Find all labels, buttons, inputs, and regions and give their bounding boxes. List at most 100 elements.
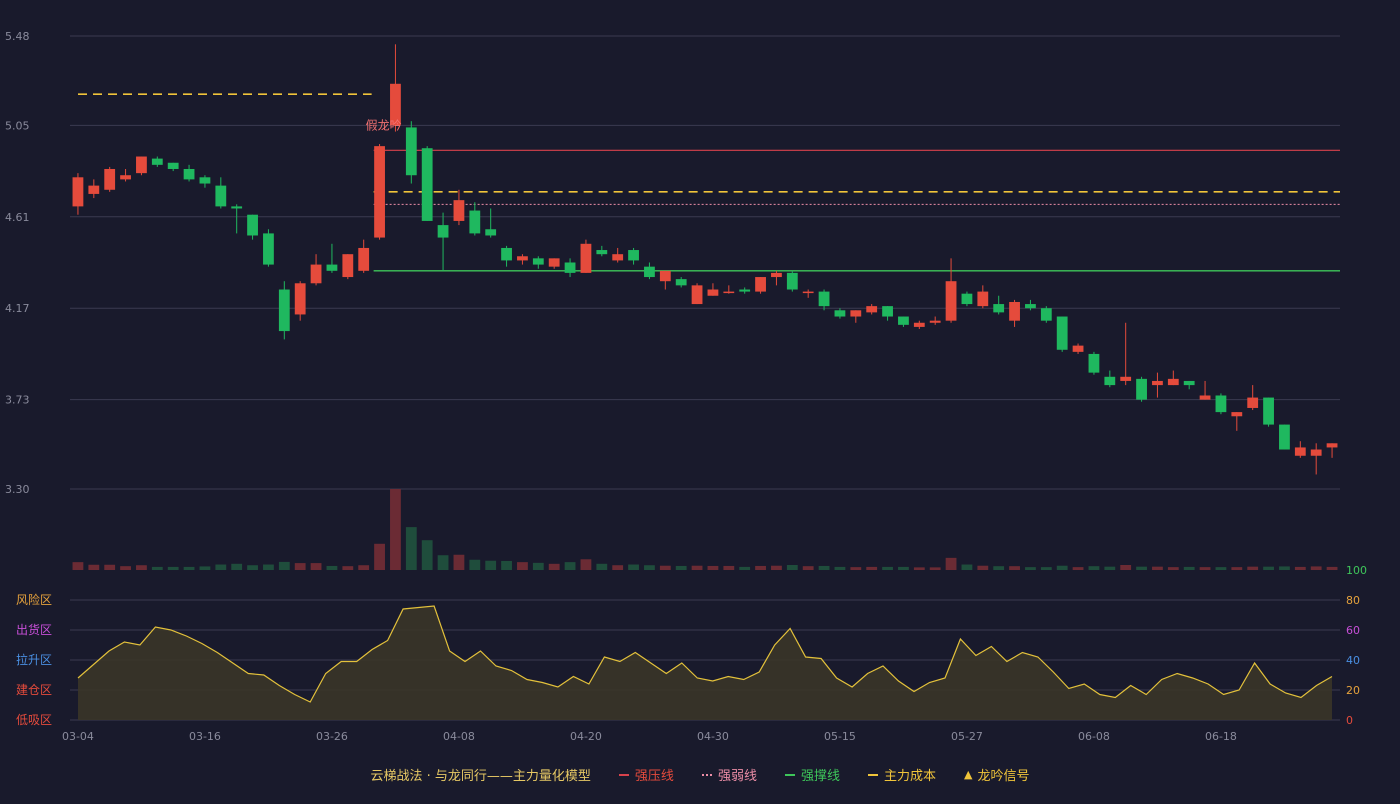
candle-body bbox=[358, 247, 370, 271]
legend-label-signal: 龙吟信号 bbox=[977, 769, 1030, 784]
volume-bar bbox=[1215, 567, 1227, 570]
candle-body bbox=[453, 200, 465, 221]
candle-body bbox=[342, 254, 354, 278]
candle-body bbox=[818, 291, 830, 307]
candle-body bbox=[278, 289, 290, 332]
volume-bar bbox=[866, 566, 878, 570]
volume-bar bbox=[882, 566, 893, 570]
candle-body bbox=[167, 162, 179, 169]
legend-item-weak[interactable]: 强弱线 bbox=[701, 765, 757, 784]
date-tick-label: 06-18 bbox=[1205, 730, 1237, 743]
volume-bar bbox=[818, 565, 830, 570]
volume-bar bbox=[786, 564, 798, 570]
candle-body bbox=[326, 264, 338, 271]
candle-body bbox=[374, 146, 385, 238]
legend-swatch-cost bbox=[867, 773, 878, 776]
volume-bar bbox=[88, 564, 100, 570]
candle-body bbox=[294, 283, 306, 315]
legend-label-cost: 主力成本 bbox=[883, 769, 936, 784]
candle-body bbox=[517, 256, 528, 261]
candle-body bbox=[866, 306, 878, 313]
candle-body bbox=[88, 185, 100, 194]
grid-layer bbox=[70, 35, 1340, 721]
volume-bar bbox=[1294, 566, 1306, 570]
volume-bar bbox=[771, 565, 782, 570]
candle-body bbox=[1247, 397, 1259, 408]
triangle-icon: ▲ bbox=[963, 768, 973, 781]
legend-title: 云梯战法 · 与龙同行——主力量化模型 bbox=[370, 769, 591, 784]
candle-body bbox=[850, 310, 862, 317]
volume-bar bbox=[469, 559, 481, 570]
osc-tick-label: 80 bbox=[1346, 594, 1360, 607]
osc-tick-label: 0 bbox=[1346, 714, 1353, 727]
volume-bar bbox=[1072, 567, 1084, 570]
volume-bar bbox=[1231, 567, 1243, 570]
volume-bar bbox=[580, 559, 592, 570]
candle-body bbox=[1120, 376, 1132, 381]
legend-item-support[interactable]: 强撑线 bbox=[784, 765, 840, 784]
date-tick-label: 05-27 bbox=[951, 730, 983, 743]
candle-body bbox=[1040, 308, 1052, 321]
date-tick-label: 03-04 bbox=[62, 730, 94, 743]
candle-body bbox=[659, 270, 671, 282]
price-tick-label: 5.48 bbox=[5, 30, 30, 43]
volume-bar bbox=[993, 566, 1005, 570]
volume-bar bbox=[167, 566, 179, 570]
volume-bar bbox=[263, 564, 274, 570]
volume-bar bbox=[628, 564, 639, 570]
candle-body bbox=[247, 214, 258, 236]
volume-bar bbox=[961, 564, 973, 570]
candle-body bbox=[1167, 378, 1179, 386]
volume-bar bbox=[1326, 566, 1338, 570]
volume-bar bbox=[1025, 567, 1036, 570]
volume-bar bbox=[358, 565, 370, 570]
volume-bar bbox=[1167, 567, 1179, 570]
candle-body bbox=[596, 250, 608, 255]
volume-bar bbox=[659, 565, 671, 570]
candle-body bbox=[1025, 304, 1036, 309]
candle-body bbox=[612, 254, 624, 261]
volume-bar bbox=[405, 527, 417, 570]
volume-bar bbox=[612, 565, 624, 570]
oscillator-area bbox=[78, 606, 1332, 720]
candle-body bbox=[548, 258, 560, 267]
date-tick-label: 03-26 bbox=[316, 730, 348, 743]
volume-bar bbox=[739, 566, 751, 570]
legend: 云梯战法 · 与龙同行——主力量化模型 强压线 强弱线 强撑线 主力成本 ▲ 龙… bbox=[0, 765, 1400, 784]
volume-bar bbox=[294, 563, 306, 570]
volume-bar bbox=[1120, 564, 1132, 570]
candle-body bbox=[1072, 345, 1084, 352]
volume-bar bbox=[501, 560, 512, 570]
candle-body bbox=[1199, 395, 1211, 400]
volume-bar bbox=[374, 543, 385, 570]
price-tick-label: 4.17 bbox=[5, 302, 30, 315]
volume-bar bbox=[755, 565, 766, 570]
candle-body bbox=[691, 285, 703, 305]
volume-bar bbox=[231, 563, 243, 570]
legend-item-cost[interactable]: 主力成本 bbox=[867, 765, 936, 784]
volume-bar bbox=[151, 566, 163, 570]
legend-swatch-weak bbox=[701, 773, 712, 776]
legend-item-signal[interactable]: ▲ 龙吟信号 bbox=[964, 765, 1029, 784]
volume-bar bbox=[390, 489, 401, 570]
candle-body bbox=[1263, 397, 1274, 425]
price-tick-label: 4.61 bbox=[5, 211, 30, 224]
candle-body bbox=[834, 310, 846, 317]
volume-bar bbox=[802, 566, 814, 570]
candle-body bbox=[1152, 380, 1163, 386]
volume-bar bbox=[691, 565, 703, 570]
volume-bar bbox=[850, 567, 862, 570]
legend-label-support: 强撑线 bbox=[800, 769, 840, 784]
overlay-lines bbox=[78, 93, 1340, 272]
candle-body bbox=[802, 291, 814, 294]
candle-body bbox=[786, 272, 798, 290]
candle-body bbox=[580, 243, 592, 273]
candle-body bbox=[564, 262, 576, 273]
candle-body bbox=[215, 185, 227, 207]
candle-body bbox=[532, 258, 544, 265]
volume-bar bbox=[326, 565, 338, 570]
volume-bar bbox=[834, 566, 846, 570]
legend-item-resistance[interactable]: 强压线 bbox=[618, 765, 674, 784]
volume-bar bbox=[517, 562, 528, 570]
